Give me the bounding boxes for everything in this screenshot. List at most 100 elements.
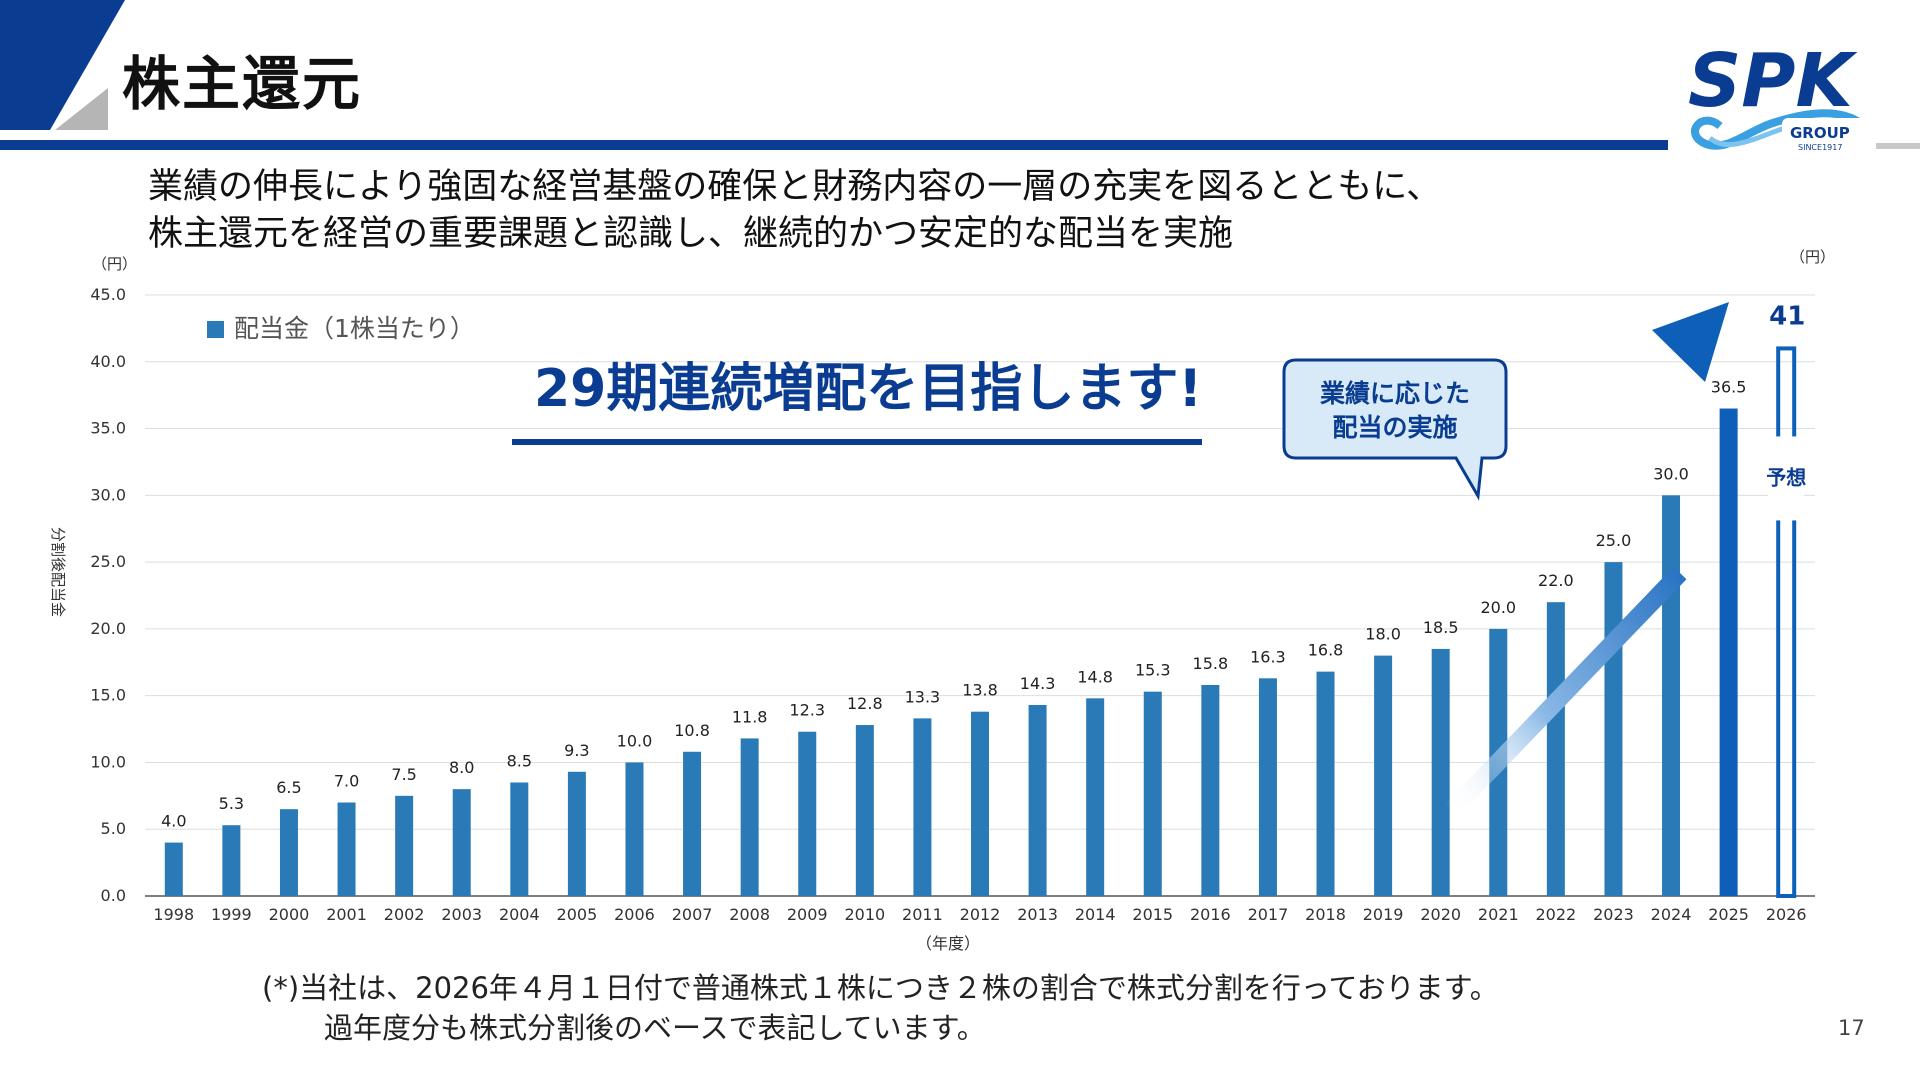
x-tick-label: 2007 [672,905,713,924]
y-axis-label: 分割後配当金 [49,527,67,617]
bar [855,725,874,896]
callout-bubble [1282,358,1508,501]
header-gray-triangle [55,88,108,130]
bar-value-label: 25.0 [1596,531,1632,550]
y-tick-label: 15.0 [90,686,126,705]
logo-since-text: SINCE1917 [1798,143,1842,152]
x-tick-label: 2015 [1132,905,1173,924]
bar-value-label: 14.3 [1020,674,1056,693]
y-tick-labels: 0.0 5.0 10.0 15.0 20.0 25.0 30.0 35.0 40.0 45.0 [90,285,126,905]
y-tick-label: 30.0 [90,485,126,504]
bar-value-label: 14.8 [1077,667,1113,686]
header-rule [0,140,1668,150]
bars [164,408,1738,896]
x-tick-label: 2002 [384,905,425,924]
growth-arrow-icon [1445,302,1729,817]
logo-sub-text: GROUP [1790,124,1850,142]
subtitle-line-2: 株主還元を経営の重要課題と認識し、継続的かつ安定的な配当を実施 [148,214,1234,254]
bar [625,762,644,896]
subtitle-line-1: 業績の伸長により強固な経営基盤の確保と財務内容の一層の充実を図るとともに、 [148,167,1442,207]
dividend-bar-chart: 0.0 5.0 10.0 15.0 20.0 25.0 30.0 35.0 40.0 45.0 4… [49,248,1835,953]
y-tick-label: 5.0 [101,819,126,838]
bar [337,802,356,896]
bar-value-label: 7.0 [334,772,359,791]
bar [1028,705,1047,896]
bar-value-labels: 4.0 5.3 6.5 7.0 7.5 8.0 8.5 9.3 10.0 10.8 11.8 12.3… [161,301,1805,830]
x-tick-label: 2017 [1248,905,1289,924]
header-decoration [0,0,1920,150]
bar-value-label: 22.0 [1538,571,1574,590]
footnote: (*)当社は、2026年４月１日付で普通株式１株につき２株の割合で株式分割を行っ… [262,968,1499,1048]
x-tick-label: 2021 [1478,905,1519,924]
bar [164,842,183,896]
infinity-swoosh-icon [1691,109,1865,150]
y-tick-label: 20.0 [90,619,126,638]
bar [1431,648,1450,896]
bar [971,711,989,896]
y-tick-label: 0.0 [101,886,126,905]
bar-value-label: 36.5 [1711,378,1747,397]
bar [395,795,414,896]
bar-value-label: 12.8 [847,694,883,713]
bar [1258,678,1277,896]
x-tick-label: 2012 [960,905,1001,924]
bar [1719,408,1738,896]
bar [740,738,759,896]
y-tick-label: 10.0 [90,752,126,771]
x-tick-label: 2011 [902,905,943,924]
bar-value-label: 20.0 [1480,598,1516,617]
x-tick-labels: 1998 1999 2000 2001 2002 2003 2004 2005 2006 2007… [153,905,1806,924]
x-tick-label: 2005 [557,905,598,924]
bar-value-label: 7.5 [391,765,416,784]
bar [452,789,471,896]
y-tick-label: 40.0 [90,352,126,371]
forecast-bar [1776,346,1797,898]
bar [279,809,298,896]
bar-value-label: 13.3 [905,687,941,706]
bar-value-label: 41 [1769,301,1805,331]
forecast-label: 予想 [1766,465,1806,489]
bar-value-label: 30.0 [1653,464,1689,483]
page-number: 17 [1838,1016,1865,1040]
y-tick-label: 25.0 [90,552,126,571]
footnote-line-2: 過年度分も株式分割後のベースで表記しています。 [324,1011,986,1045]
bar [1143,691,1162,896]
footnote-line-1: (*)当社は、2026年４月１日付で普通株式１株につき２株の割合で株式分割を行っ… [262,971,1499,1005]
x-tick-label: 2020 [1420,905,1461,924]
x-tick-label: 2014 [1075,905,1116,924]
bar [683,751,702,896]
bar [1374,655,1393,896]
page-title: 株主還元 [122,50,363,118]
x-tick-label: 2026 [1766,905,1807,924]
y-unit-label-right: （円） [1790,248,1835,266]
forecast-label-backdrop [1768,436,1805,521]
bar [222,825,241,896]
bar-value-label: 10.8 [674,721,710,740]
bar-value-label: 11.8 [732,707,768,726]
y-unit-label: （円） [92,255,137,273]
bar [1662,495,1681,896]
x-tick-label: 2000 [269,905,310,924]
x-tick-label: 1998 [153,905,194,924]
bar-value-label: 5.3 [219,794,244,813]
x-tick-label: 1999 [211,905,252,924]
bar-value-label: 10.0 [617,731,653,750]
legend-swatch [207,321,224,338]
bar [1201,684,1220,896]
headline-text: 29期連続増配を目指します! [534,359,1202,419]
bar-value-label: 18.5 [1423,618,1459,637]
bar-value-label: 12.3 [789,701,825,720]
x-tick-label: 2006 [614,905,655,924]
subtitle: 業績の伸長により強固な経営基盤の確保と財務内容の一層の充実を図るとともに、 株主… [148,164,1441,258]
bar [913,718,932,896]
x-tick-label: 2023 [1593,905,1634,924]
y-tick-label: 35.0 [90,419,126,438]
x-tick-label: 2013 [1017,905,1058,924]
x-tick-label: 2008 [729,905,770,924]
bar [1546,602,1565,896]
header-blue-wedge [0,0,125,130]
bar [1604,562,1623,896]
x-tick-label: 2022 [1536,905,1577,924]
bar-value-label: 9.3 [564,741,589,760]
x-tick-label: 2001 [326,905,367,924]
